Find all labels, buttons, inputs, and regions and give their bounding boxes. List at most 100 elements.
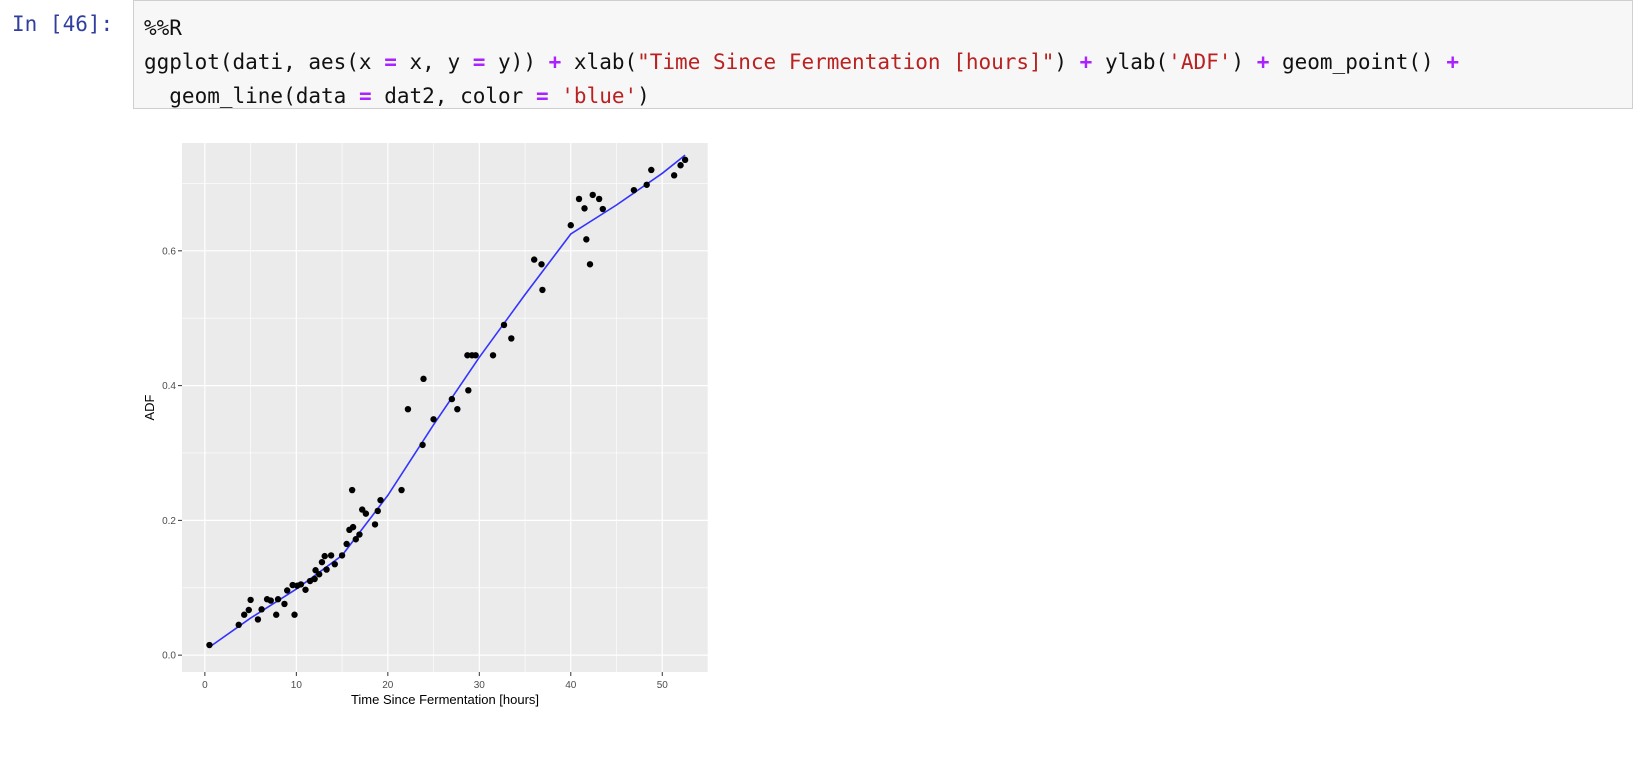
data-point [291, 611, 298, 618]
code-token: ) [1231, 50, 1257, 74]
data-point [247, 596, 254, 604]
code-operator-token: + [1079, 50, 1093, 74]
x-tick-label: 30 [474, 680, 486, 691]
code-token [549, 84, 562, 108]
data-point [327, 552, 335, 559]
data-point [595, 195, 603, 203]
data-point [371, 521, 379, 528]
code-token: xlab( [561, 50, 638, 74]
ggplot-chart: 0 10 20 30 40 50 0.0 0.2 0.4 0.6 Time Since Fermen… [142, 143, 709, 707]
code-token: geom_point() [1269, 50, 1447, 74]
data-point [311, 575, 318, 583]
y-tick-label: 0.4 [162, 381, 176, 392]
data-point [583, 236, 590, 243]
data-point [420, 375, 427, 383]
data-point [454, 405, 461, 413]
code-string-token: 'ADF' [1168, 50, 1232, 74]
data-point [331, 560, 338, 568]
data-point [362, 510, 370, 517]
code-operator-token: + [548, 50, 562, 74]
data-point [348, 486, 356, 494]
data-point [284, 587, 291, 594]
code-line: ggplot(dati, aes(x = x, y = y)) + xlab("… [144, 45, 1459, 79]
code-token: ggplot(dati, aes(x [144, 50, 385, 74]
fitted-line-series [208, 154, 686, 648]
cell-output: 0 10 20 30 40 50 0.0 0.2 0.4 0.6 Time Since Fermen… [140, 138, 750, 738]
data-point [586, 261, 594, 268]
data-point [245, 606, 252, 614]
data-point [670, 172, 678, 179]
data-point [677, 162, 684, 169]
code-token: ) [637, 84, 650, 108]
data-point [419, 441, 426, 449]
data-point [530, 256, 538, 263]
code-token: %%R [144, 16, 182, 40]
data-point [575, 195, 583, 203]
data-point [398, 486, 405, 494]
data-point [489, 352, 497, 359]
data-point [472, 352, 479, 359]
data-point [321, 552, 328, 560]
data-point [356, 531, 363, 538]
x-tick-label: 20 [382, 680, 394, 691]
x-tick-label: 40 [565, 680, 577, 691]
code-line: geom_line(data = dat2, color = 'blue') [144, 79, 1459, 113]
cell-prompt: In [46]: [12, 12, 114, 36]
data-point [297, 581, 305, 588]
data-point [464, 352, 471, 359]
code-token: y)) [485, 50, 549, 74]
data-point [374, 507, 381, 515]
data-point [323, 566, 330, 573]
data-point [681, 156, 689, 164]
data-point [349, 523, 357, 531]
code-editor[interactable]: %%R ggplot(dati, aes(x = x, y = y)) + xla… [144, 11, 1459, 113]
code-string-token: "Time Since Fermentation [hours]" [637, 50, 1055, 74]
data-point [318, 558, 326, 566]
data-point [241, 611, 248, 618]
data-point [404, 405, 412, 413]
y-tick-label: 0.6 [162, 246, 176, 257]
data-point [281, 600, 288, 608]
data-point [567, 222, 574, 229]
code-line: %%R [144, 11, 1459, 45]
y-axis-title: ADF [142, 394, 157, 420]
data-point [648, 166, 655, 174]
code-operator-token: = [535, 84, 549, 108]
data-point [206, 641, 213, 649]
data-point [508, 335, 515, 342]
data-point [630, 186, 638, 194]
data-point [274, 596, 282, 603]
y-tick-label: 0.0 [162, 651, 176, 662]
data-point [338, 552, 346, 559]
data-point [539, 286, 546, 294]
code-operator-token: = [472, 50, 486, 74]
code-token: ) [1054, 50, 1080, 74]
code-cell-input[interactable]: %%R ggplot(dati, aes(x = x, y = y)) + xla… [133, 0, 1633, 109]
code-operator-token: + [1446, 50, 1460, 74]
data-point [430, 416, 437, 423]
code-string-token: 'blue' [561, 84, 638, 108]
y-tick-label: 0.2 [162, 516, 176, 527]
x-tick-label: 10 [291, 680, 303, 691]
data-point [254, 616, 262, 623]
x-tick-label: 50 [657, 680, 669, 691]
data-point [267, 597, 274, 604]
x-tick-label: 0 [202, 680, 208, 691]
data-point [643, 181, 650, 188]
data-point [599, 205, 606, 213]
data-point [258, 606, 265, 613]
data-point [273, 611, 280, 618]
data-point [377, 496, 384, 504]
data-point [448, 395, 456, 403]
code-operator-token: = [384, 50, 397, 74]
code-token: x, y [396, 50, 473, 74]
data-point [500, 321, 508, 329]
data-point [581, 205, 588, 212]
code-token: ylab( [1092, 50, 1169, 74]
code-token: geom_line(data [144, 84, 359, 108]
data-point [589, 191, 596, 199]
data-point [235, 621, 242, 629]
code-token: dat2, color [371, 84, 536, 108]
data-point [352, 536, 360, 543]
data-point [302, 586, 309, 593]
